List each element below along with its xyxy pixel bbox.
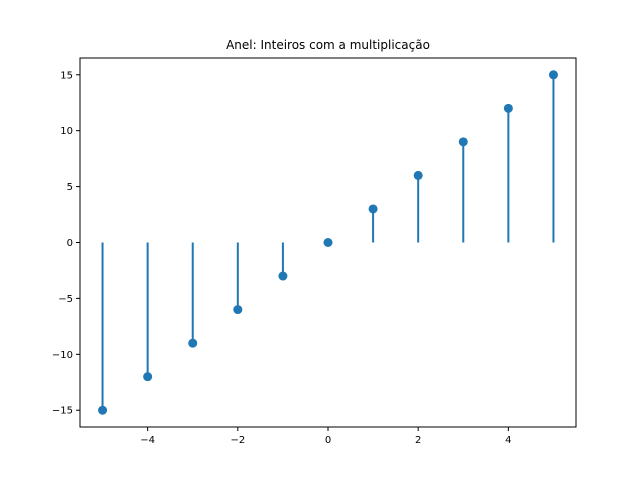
axes-frame: [79, 57, 577, 428]
y-tick-label: 15: [60, 70, 73, 81]
stem-marker: [413, 170, 423, 180]
stem-marker: [278, 271, 288, 281]
y-tick-label: −15: [52, 406, 73, 417]
y-tick-label: 5: [67, 182, 73, 193]
stem-marker: [98, 405, 108, 415]
x-tick-label: 2: [415, 435, 421, 446]
stem-marker: [233, 305, 243, 315]
y-tick-label: 10: [60, 126, 73, 137]
stem-marker: [368, 204, 378, 214]
stem-marker: [503, 103, 513, 113]
stem-marker: [458, 137, 468, 147]
x-tick-label: −4: [140, 435, 155, 446]
stem-marker: [323, 238, 333, 247]
x-tick-label: 0: [325, 435, 331, 446]
y-tick-label: −10: [52, 350, 73, 361]
stem-marker: [188, 338, 198, 348]
x-tick-label: 4: [505, 435, 511, 446]
x-tick-label: −2: [230, 435, 245, 446]
stem-marker: [548, 70, 558, 80]
plot-area: −4 −2 0 2 4 −15 −10 −5 0 5 10 15: [52, 70, 558, 446]
y-tick-label: −5: [58, 294, 73, 305]
y-tick-label: 0: [67, 238, 73, 249]
chart-title: Anel: Inteiros com a multiplicação: [226, 38, 430, 52]
stem-marker: [143, 372, 153, 382]
